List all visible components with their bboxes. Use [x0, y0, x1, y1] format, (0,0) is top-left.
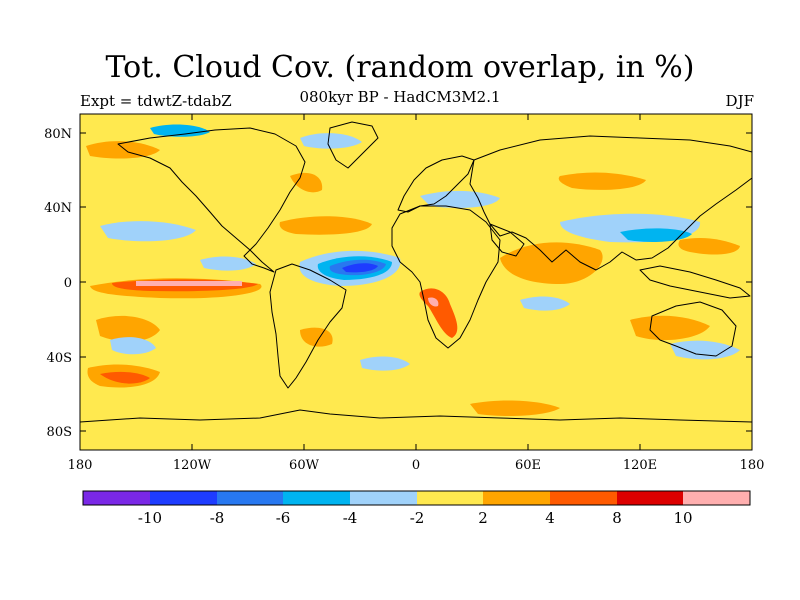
anomaly-region: [360, 356, 410, 371]
colorbar-swatch: [483, 491, 550, 505]
colorbar-swatch: [617, 491, 683, 505]
anomaly-region: [136, 281, 242, 286]
colorbar-swatch: [150, 491, 217, 505]
x-tick-label: 180: [68, 458, 93, 473]
anomaly-region: [500, 242, 603, 284]
colorbar-swatch: [283, 491, 350, 505]
anomaly-region: [300, 327, 333, 347]
y-axis-ticks: [80, 132, 752, 432]
x-tick-label: 60W: [289, 458, 320, 473]
colorbar-swatch: [550, 491, 617, 505]
coastline-asia: [469, 135, 752, 271]
coastline-arabia: [489, 223, 525, 257]
colorbar-label: 10: [673, 509, 692, 527]
map-subtitle: 080kyr BP - HadCM3M2.1: [299, 88, 501, 106]
colorbar: -10 -8 -6 -4 -2 2 4 8 10: [82, 490, 751, 527]
x-tick-label: 180: [740, 458, 765, 473]
anomaly-region: [558, 172, 646, 190]
anomaly-region: [428, 297, 439, 307]
coastline-antarctica: [80, 409, 752, 423]
map-panel: [80, 114, 752, 450]
y-tick-label: 0: [64, 276, 72, 291]
anomaly-region: [96, 315, 160, 342]
anomaly-region: [110, 337, 156, 355]
anomaly-region: [200, 256, 256, 271]
colorbar-label: -8: [210, 509, 225, 527]
colorbar-label: -10: [138, 509, 162, 527]
anomaly-region: [620, 228, 692, 242]
anomaly-region: [630, 315, 710, 341]
coastlines: [80, 121, 752, 423]
anomaly-region: [100, 221, 196, 242]
anomaly-region: [520, 296, 570, 311]
colorbar-swatch: [83, 491, 150, 505]
x-tick-label: 60E: [515, 458, 541, 473]
anomaly-region: [670, 340, 740, 360]
coastline-australia: [649, 301, 737, 357]
colorbar-label: -6: [276, 509, 291, 527]
x-tick-label: 0: [412, 458, 420, 473]
anomaly-region: [678, 238, 740, 255]
colorbar-swatch: [417, 491, 483, 505]
anomaly-region: [150, 124, 210, 137]
colorbar-frame: [82, 490, 751, 506]
map-title: Tot. Cloud Cov. (random overlap, in %): [105, 50, 695, 85]
x-tick-label: 120E: [623, 458, 657, 473]
x-axis-labels: 180 120W 60W 0 60E 120E 180: [68, 458, 765, 473]
anomaly-region: [342, 263, 378, 273]
anomaly-region: [290, 172, 323, 193]
y-tick-label: 80S: [47, 425, 72, 440]
colorbar-swatch: [350, 491, 417, 505]
y-tick-label: 40S: [47, 351, 72, 366]
anomaly-region: [470, 400, 560, 416]
coastline-indonesia: [639, 265, 751, 299]
x-tick-label: 120W: [173, 458, 212, 473]
colorbar-label: 8: [612, 509, 622, 527]
colorbar-swatch: [683, 491, 750, 505]
anomaly-region: [300, 133, 362, 149]
anomaly-region: [100, 371, 150, 384]
y-tick-label: 40N: [44, 201, 72, 216]
coastline-south-america: [269, 263, 347, 389]
coastline-north-america: [117, 127, 306, 273]
colorbar-swatch: [217, 491, 283, 505]
colorbar-label: -4: [343, 509, 358, 527]
positive-anomaly-regions: [86, 141, 740, 416]
colorbar-label: 2: [478, 509, 488, 527]
colorbar-label: 4: [545, 509, 555, 527]
colorbar-label: -2: [410, 509, 425, 527]
anomaly-region: [279, 216, 372, 235]
x-axis-ticks: [79, 114, 753, 450]
season-label: DJF: [725, 92, 754, 110]
y-tick-label: 80N: [44, 127, 72, 142]
experiment-label: Expt = tdwtZ-tdabZ: [80, 92, 232, 110]
anomaly-region: [86, 141, 160, 159]
coastline-africa: [391, 205, 501, 349]
y-axis-labels: 80N 40N 0 40S 80S: [44, 127, 72, 440]
coastline-greenland: [327, 121, 379, 169]
